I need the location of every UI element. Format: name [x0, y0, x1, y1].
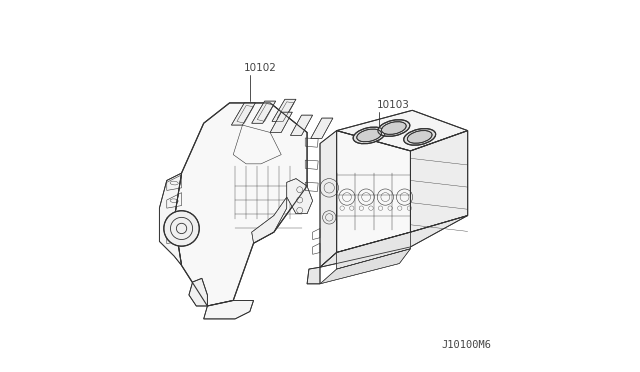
Ellipse shape: [356, 129, 381, 142]
Polygon shape: [189, 278, 207, 306]
Polygon shape: [232, 103, 255, 125]
Text: 10103: 10103: [377, 100, 410, 110]
Polygon shape: [337, 232, 410, 269]
Polygon shape: [270, 112, 292, 132]
Polygon shape: [320, 131, 337, 267]
Text: 10102: 10102: [244, 63, 277, 73]
Ellipse shape: [381, 122, 406, 134]
Polygon shape: [410, 131, 468, 232]
Polygon shape: [174, 103, 307, 306]
Polygon shape: [291, 115, 312, 135]
Polygon shape: [320, 215, 468, 267]
Ellipse shape: [353, 127, 385, 144]
Polygon shape: [252, 197, 287, 243]
Polygon shape: [337, 131, 410, 253]
Polygon shape: [159, 173, 182, 265]
Polygon shape: [204, 301, 253, 319]
Circle shape: [164, 211, 199, 246]
Ellipse shape: [378, 120, 410, 136]
Ellipse shape: [404, 129, 436, 145]
Polygon shape: [307, 267, 320, 284]
Polygon shape: [311, 118, 333, 138]
Polygon shape: [252, 101, 276, 123]
Ellipse shape: [407, 131, 432, 143]
Polygon shape: [287, 179, 312, 214]
Polygon shape: [337, 110, 468, 151]
Polygon shape: [320, 249, 410, 284]
Polygon shape: [272, 99, 296, 121]
Text: J10100M6: J10100M6: [442, 340, 492, 350]
